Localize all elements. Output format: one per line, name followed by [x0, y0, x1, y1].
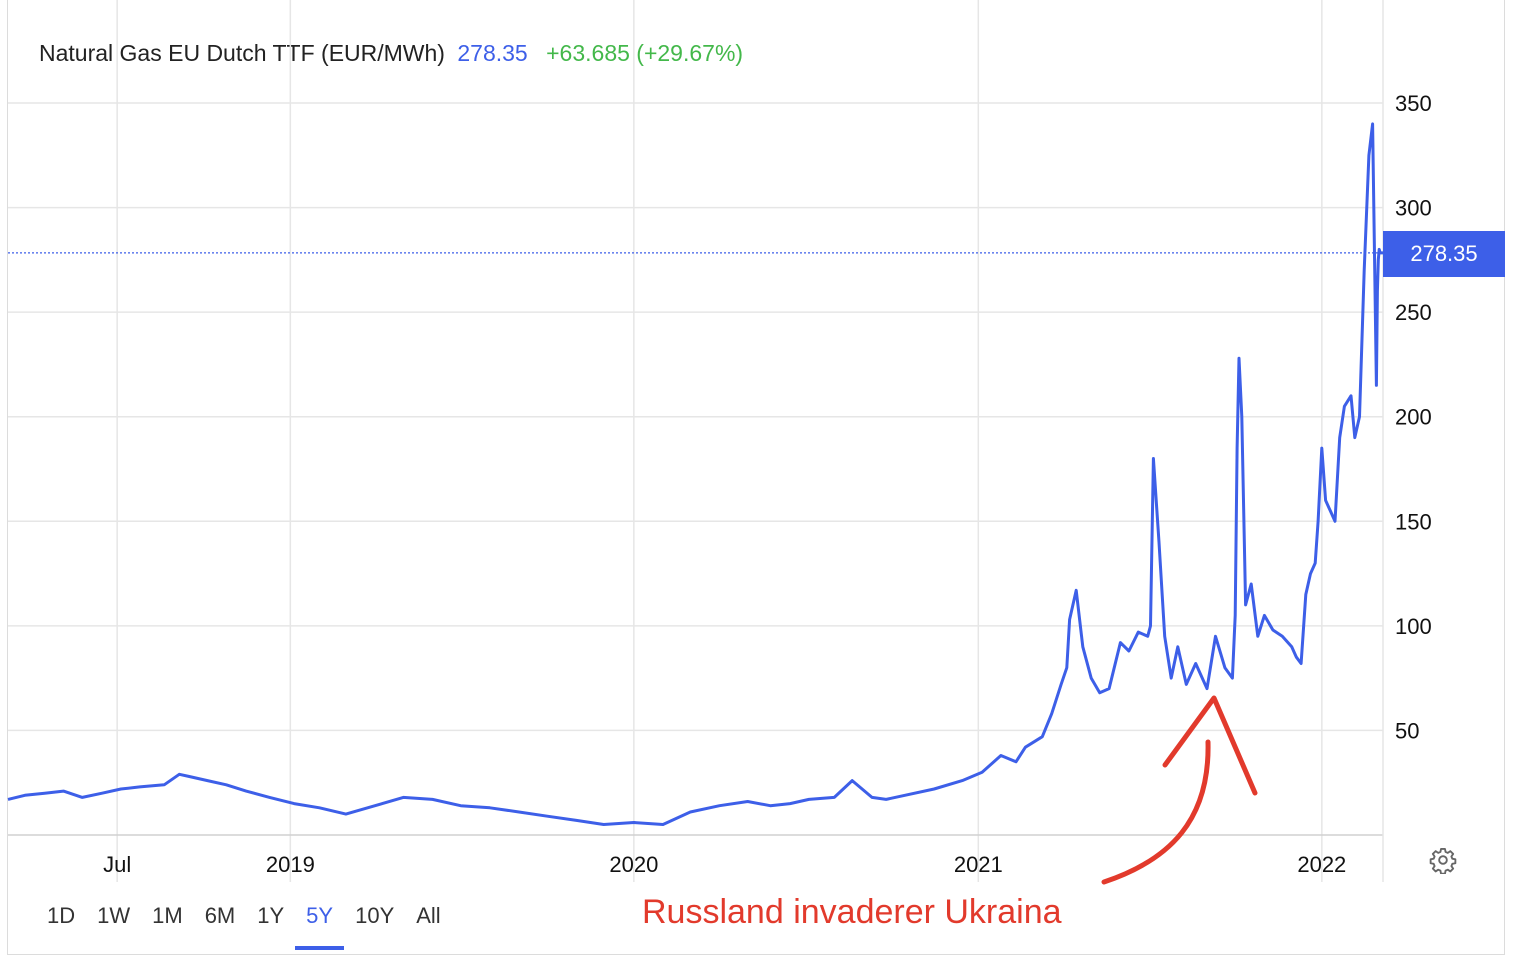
price-change: +63.685 (+29.67%) [546, 40, 744, 66]
chart-frame [7, 0, 1505, 955]
y-tick-label: 150 [1395, 509, 1432, 534]
range-button-1d[interactable]: 1D [47, 903, 76, 928]
y-tick-label: 350 [1395, 91, 1432, 116]
range-button-all[interactable]: All [416, 903, 441, 928]
y-tick-label: 250 [1395, 300, 1432, 325]
current-price-tag: 278.35 [1383, 231, 1505, 277]
y-axis-ticks: 50 100 150 200 250 300 350 [1395, 91, 1432, 743]
range-button-1w[interactable]: 1W [97, 903, 131, 928]
range-button-1y[interactable]: 1Y [257, 903, 285, 928]
annotation-arrow [1101, 695, 1258, 885]
price-chart[interactable]: 50 100 150 200 250 300 350 Jul 2019 2020 2021 2022 [0, 0, 1515, 900]
range-button-5y[interactable]: 5Y [295, 900, 345, 950]
horizontal-gridlines [8, 102, 1383, 732]
range-selector: 1D 1W 1M 6M 1Y 5Y 10Y All [36, 900, 452, 956]
x-tick-label: 2020 [609, 852, 658, 877]
vertical-gridlines [116, 0, 1323, 882]
x-tick-label: 2022 [1297, 852, 1346, 877]
range-button-10y[interactable]: 10Y [355, 903, 395, 928]
series-line [7, 122, 1383, 826]
axis-lines [8, 0, 1384, 882]
range-button-6m[interactable]: 6M [204, 903, 236, 928]
x-tick-label: Jul [103, 852, 131, 877]
instrument-name: Natural Gas EU Dutch TTF (EUR/MWh) [39, 40, 445, 66]
gear-icon[interactable] [1429, 846, 1457, 874]
x-tick-label: 2019 [266, 852, 315, 877]
y-tick-label: 100 [1395, 614, 1432, 639]
chart-header: Natural Gas EU Dutch TTF (EUR/MWh) 278.3… [39, 40, 743, 67]
x-tick-label: 2021 [954, 852, 1003, 877]
y-tick-label: 50 [1395, 718, 1419, 743]
current-price: 278.35 [457, 40, 528, 66]
y-tick-label: 300 [1395, 196, 1432, 221]
x-axis-ticks: Jul 2019 2020 2021 2022 [103, 852, 1346, 877]
range-button-1m[interactable]: 1M [152, 903, 183, 928]
y-tick-label: 200 [1395, 405, 1432, 430]
annotation-text: Russland invaderer Ukraina [642, 893, 1062, 931]
